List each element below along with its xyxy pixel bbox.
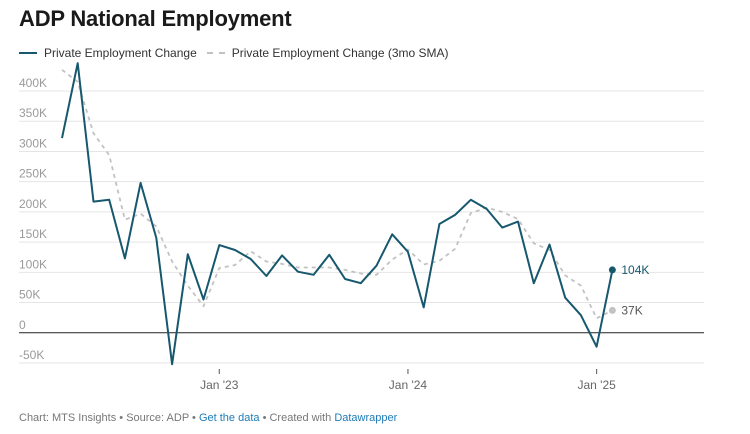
y-tick-label: 350K — [19, 106, 47, 120]
get-data-link[interactable]: Get the data — [198, 412, 260, 424]
legend-swatch-solid — [19, 52, 37, 54]
end-label-employment-change: 104K — [621, 263, 649, 277]
series-line-employment-change — [61, 62, 614, 366]
footer-sep: • — [262, 412, 267, 424]
datawrapper-link[interactable]: Datawrapper — [334, 412, 398, 424]
y-tick-label: -50K — [19, 348, 44, 362]
legend: Private Employment Change Private Employ… — [19, 46, 459, 60]
y-tick-label: 150K — [19, 227, 47, 241]
x-tick-label: Jan '23 — [200, 378, 239, 392]
y-tick-label: 100K — [19, 257, 47, 271]
y-tick-label: 300K — [19, 136, 47, 150]
footer-chart-by: Chart: MTS Insights — [19, 412, 117, 424]
footer-created-with: Created with — [269, 412, 332, 424]
legend-label-series1: Private Employment Change — [44, 46, 197, 60]
y-tick-label: 400K — [19, 76, 47, 90]
footer-sep: • — [192, 412, 196, 424]
end-point-employment-change — [608, 266, 616, 274]
footer: Chart: MTS Insights • Source: ADP • Get … — [19, 412, 397, 424]
y-tick-label: 0 — [19, 318, 26, 332]
x-tick-label: Jan '24 — [389, 378, 428, 392]
y-tick-label: 50K — [19, 288, 40, 302]
legend-item-series2: Private Employment Change (3mo SMA) — [206, 46, 449, 60]
end-point-3mo-sma — [608, 306, 616, 314]
footer-source: Source: ADP — [126, 412, 189, 424]
chart-title: ADP National Employment — [19, 6, 292, 31]
footer-sep: • — [119, 412, 124, 424]
y-tick-label: 250K — [19, 167, 47, 181]
y-tick-label: 200K — [19, 197, 47, 211]
legend-item-series1: Private Employment Change — [19, 46, 197, 60]
end-label-3mo-sma: 37K — [621, 303, 642, 317]
legend-swatch-dashed — [206, 52, 225, 54]
x-tick-label: Jan '25 — [577, 378, 616, 392]
legend-label-series2: Private Employment Change (3mo SMA) — [231, 46, 449, 60]
